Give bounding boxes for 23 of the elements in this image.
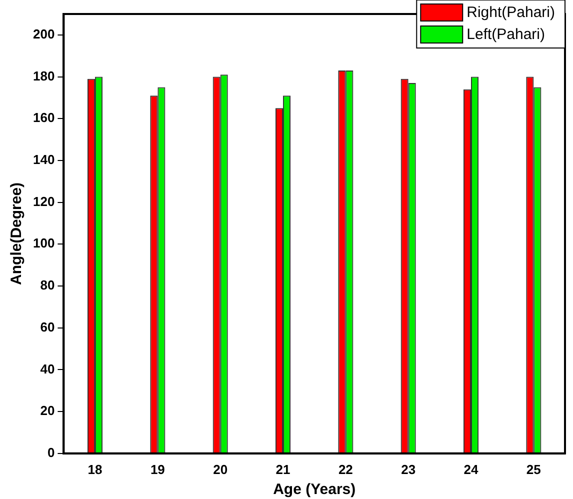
x-tick-label: 22 — [338, 462, 353, 477]
x-tick-label: 18 — [88, 462, 102, 477]
x-tick-label: 19 — [150, 462, 165, 477]
y-tick-label: 140 — [32, 152, 55, 168]
legend-label: Right(Pahari) — [466, 4, 556, 22]
x-tick-label: 25 — [526, 462, 541, 477]
y-tick-label: 180 — [32, 68, 55, 84]
y-tick-label: 160 — [32, 110, 55, 126]
y-tick-label: 40 — [40, 361, 55, 376]
y-axis-title: Angle(Degree) — [8, 182, 26, 285]
legend-label: Left(Pahari) — [466, 26, 546, 44]
y-tick-label: 20 — [40, 403, 55, 418]
y-tick-label: 200 — [32, 26, 55, 42]
x-tick-label: 24 — [464, 462, 479, 477]
y-tick-label: 0 — [47, 444, 55, 460]
y-tick-label: 60 — [40, 319, 55, 334]
x-tick-label: 20 — [213, 462, 228, 477]
x-axis-title: Age (Years) — [273, 481, 356, 498]
y-tick-label: 120 — [32, 194, 55, 209]
x-tick-label: 23 — [401, 462, 416, 477]
x-tick-label: 21 — [276, 462, 290, 477]
y-tick-label: 100 — [32, 236, 55, 251]
y-tick-label: 80 — [40, 278, 55, 293]
